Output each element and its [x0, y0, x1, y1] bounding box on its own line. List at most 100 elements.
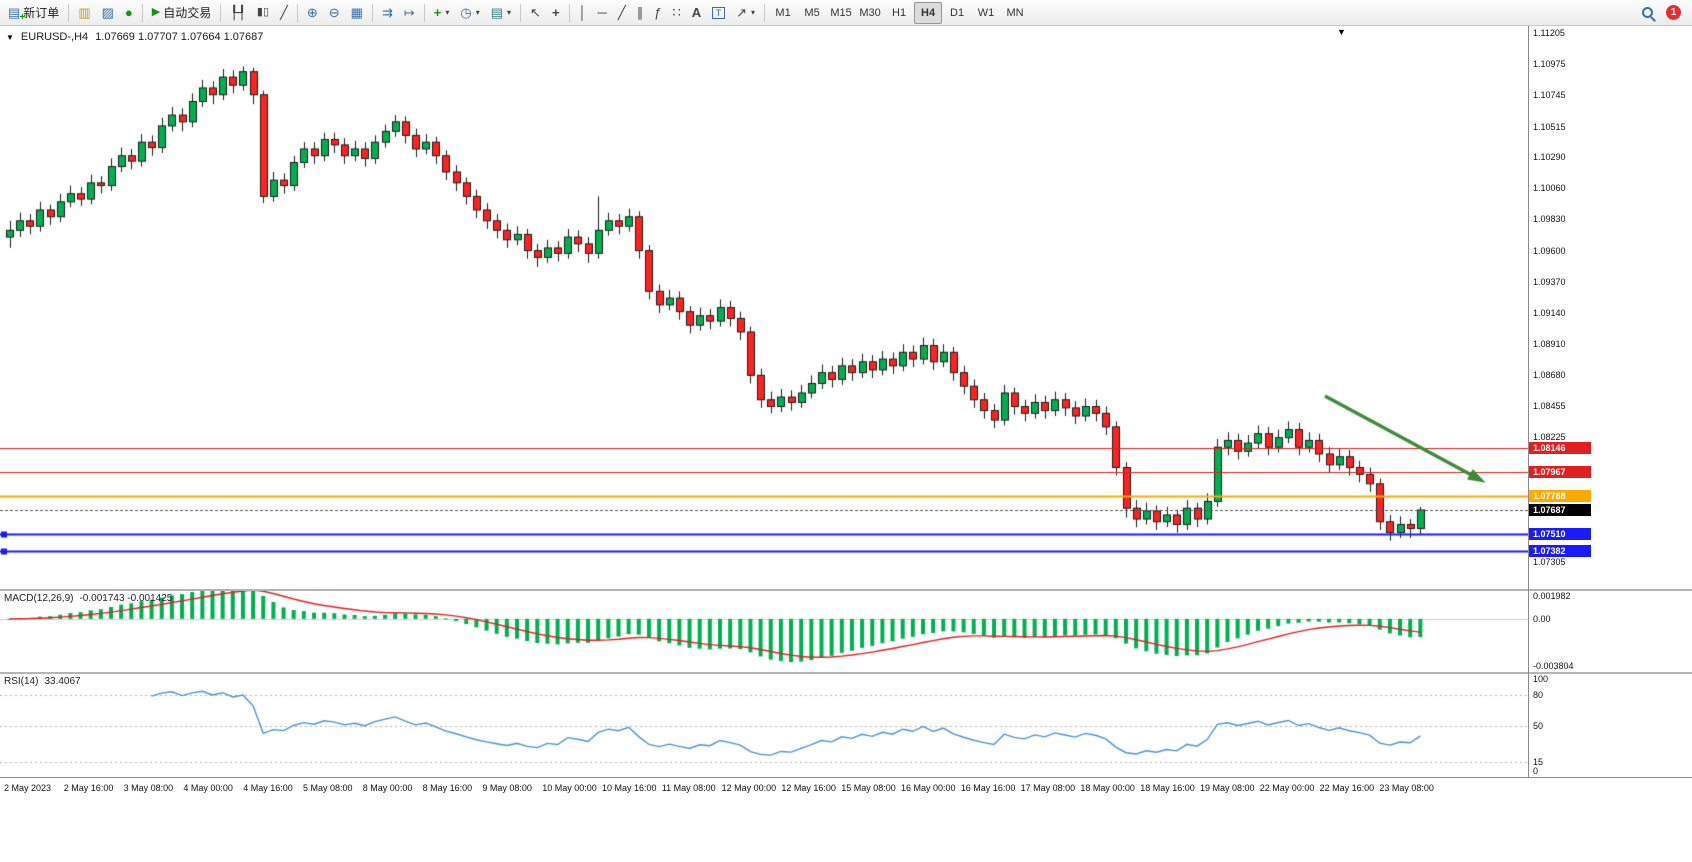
rsi-axis-tick: 50 [1533, 720, 1544, 731]
timeframe-m15-button[interactable]: M15 [830, 6, 852, 19]
channel-tool-button[interactable]: ∥ [632, 1, 649, 25]
chevron-down-icon: ▾ [751, 8, 756, 17]
toolbar-separator [220, 3, 222, 22]
horizontal-line-tool-button[interactable]: ─ [593, 1, 612, 25]
hline-price-label[interactable]: 1.07967 [1529, 466, 1591, 478]
price-axis-tick: 1.09600 [1533, 245, 1566, 256]
profiles-icon: ▨ [101, 5, 114, 20]
macd-canvas[interactable] [0, 591, 1529, 672]
search-icon[interactable] [1640, 5, 1656, 21]
toolbar-separator [68, 3, 70, 22]
line-chart-type-button[interactable]: ╱ [275, 1, 293, 25]
price-axis-tick: 1.11205 [1533, 28, 1565, 39]
new-chart-icon: ▥ [78, 5, 91, 20]
candlestick-chart-type-button[interactable]: ▮▯ [252, 1, 274, 25]
toolbar-separator [568, 3, 570, 22]
new-order-label: 新订单 [23, 6, 60, 20]
rsi-axis-tick: 100 [1533, 674, 1549, 684]
time-axis-label: 8 May 16:00 [422, 783, 473, 793]
indicators-button[interactable]: + ▾ [429, 1, 455, 25]
panel-resize-divider[interactable] [0, 672, 1692, 674]
macd-label: MACD(12,26,9) -0.001743 -0.001425 [4, 593, 173, 604]
bar-chart-icon: ┞┦ [230, 5, 246, 20]
cycle-lines-tool-button[interactable]: ∷ [667, 1, 685, 25]
time-axis-label: 22 May 00:00 [1259, 783, 1315, 793]
arrow-tool-icon: ↗ [736, 5, 748, 20]
notification-badge[interactable]: 1 [1666, 5, 1681, 20]
price-axis-tick: 1.08910 [1533, 339, 1566, 350]
timeframe-m1-button[interactable]: M1 [775, 6, 791, 19]
time-axis[interactable]: 2 May 2023 2 May 16:00 3 May 08:00 4 May 00… [0, 777, 1692, 802]
bar-chart-type-button[interactable]: ┞┦ [225, 1, 251, 25]
price-axis-tick: 1.09830 [1533, 214, 1566, 225]
time-axis-label: 18 May 00:00 [1080, 783, 1135, 793]
toolbar-separator [520, 3, 522, 22]
timeframe-group: M1 M5 M15 M30 H1 H4 D1 W1 MN [769, 1, 1029, 24]
timeframe-d1-button[interactable]: D1 [950, 6, 965, 19]
fibonacci-tool-button[interactable]: ƒ [649, 1, 666, 25]
main-toolbar: ▤ + 新订单 ▥ ▨ ● ▶ 自动交易 ┞┦ ▮▯ ╱ ⊕ ⊖ ▦ ⇉ ↦ +… [0, 0, 1692, 26]
price-axis-tick: 1.09370 [1533, 276, 1566, 287]
trendline-tool-button[interactable]: ╱ [613, 1, 631, 25]
hline-price-label[interactable]: 1.08146 [1529, 441, 1591, 454]
one-click-trading-toggle[interactable]: ▼ [6, 32, 14, 42]
timeframe-h4-button[interactable]: H4 [914, 1, 943, 24]
price-axis-tick: 1.10515 [1533, 121, 1566, 132]
periods-button[interactable]: ◷ ▾ [455, 1, 484, 25]
hline-price-label[interactable]: 1.07788 [1529, 490, 1591, 503]
crosshair-tool-button[interactable]: + [547, 1, 565, 25]
cursor-icon: ↖ [530, 5, 541, 20]
tile-windows-icon: ▦ [350, 5, 363, 20]
bid-price-label: 1.07687 [1529, 503, 1591, 516]
panel-resize-divider[interactable] [0, 589, 1692, 591]
new-order-button[interactable]: ▤ + 新订单 [3, 1, 64, 25]
ohlc-readout: 1.07669 1.07707 1.07664 1.07687 [95, 31, 264, 43]
autotrading-label: 自动交易 [163, 6, 212, 20]
chevron-down-icon: ▾ [507, 8, 512, 17]
text-icon: A [691, 5, 702, 20]
new-order-icon: ▤ + [8, 4, 26, 23]
vertical-line-tool-button[interactable]: │ [574, 1, 592, 25]
rsi-axis-tick: 0 [1533, 766, 1539, 776]
profiles-button[interactable]: ▨ [97, 1, 119, 25]
crosshair-icon: + [551, 5, 560, 20]
templates-button[interactable]: ▤ ▾ [486, 1, 516, 25]
chart-shift-marker[interactable]: ▼ [1337, 27, 1346, 37]
cursor-tool-button[interactable]: ↖ [525, 1, 546, 25]
macd-panel: MACD(12,26,9) -0.001743 -0.001425 0.0019… [0, 591, 1692, 672]
timeframe-mn-button[interactable]: MN [1006, 6, 1024, 19]
zoom-out-button[interactable]: ⊖ [324, 1, 345, 25]
macd-axis-tick: -0.003804 [1533, 661, 1574, 671]
hline-price-label[interactable]: 1.07382 [1529, 545, 1591, 558]
new-chart-button[interactable]: ▥ [73, 1, 95, 25]
arrows-tool-button[interactable]: ↗ ▾ [731, 1, 760, 25]
price-axis-tick: 1.10975 [1533, 59, 1566, 70]
rsi-panel: RSI(14) 33.4067 100 80 50 15 0 [0, 674, 1692, 777]
price-chart-canvas[interactable] [0, 26, 1529, 589]
vertical-line-icon: │ [578, 5, 587, 20]
community-icon: ● [124, 5, 133, 20]
community-button[interactable]: ● [120, 1, 138, 25]
chart-shift-button[interactable]: ↦ [399, 1, 420, 25]
timeframe-m5-button[interactable]: M5 [804, 6, 820, 19]
time-axis-label: 10 May 00:00 [542, 783, 597, 793]
timeframe-w1-button[interactable]: W1 [977, 6, 995, 19]
auto-scroll-button[interactable]: ⇉ [377, 1, 398, 25]
price-axis-tick: 1.08225 [1533, 432, 1566, 443]
price-axis-tick: 1.07305 [1533, 556, 1566, 567]
time-axis-label: 9 May 08:00 [482, 783, 532, 793]
time-axis-label: 3 May 08:00 [123, 783, 174, 793]
text-tool-button[interactable]: A [687, 1, 706, 25]
time-axis-label: 15 May 08:00 [841, 783, 896, 793]
tile-windows-button[interactable]: ▦ [346, 1, 368, 25]
hline-price-label[interactable]: 1.07510 [1529, 527, 1591, 540]
rsi-canvas[interactable] [0, 674, 1529, 777]
timeframe-m30-button[interactable]: M30 [859, 6, 881, 19]
cycle-lines-icon: ∷ [672, 5, 681, 20]
zoom-in-button[interactable]: ⊕ [302, 1, 323, 25]
toolbar-right-tools: 1 [1640, 5, 1689, 21]
autotrading-button[interactable]: ▶ 自动交易 [147, 1, 216, 25]
toolbar-separator [296, 3, 298, 22]
timeframe-h1-button[interactable]: H1 [892, 6, 907, 19]
text-label-tool-button[interactable]: T [707, 1, 730, 25]
